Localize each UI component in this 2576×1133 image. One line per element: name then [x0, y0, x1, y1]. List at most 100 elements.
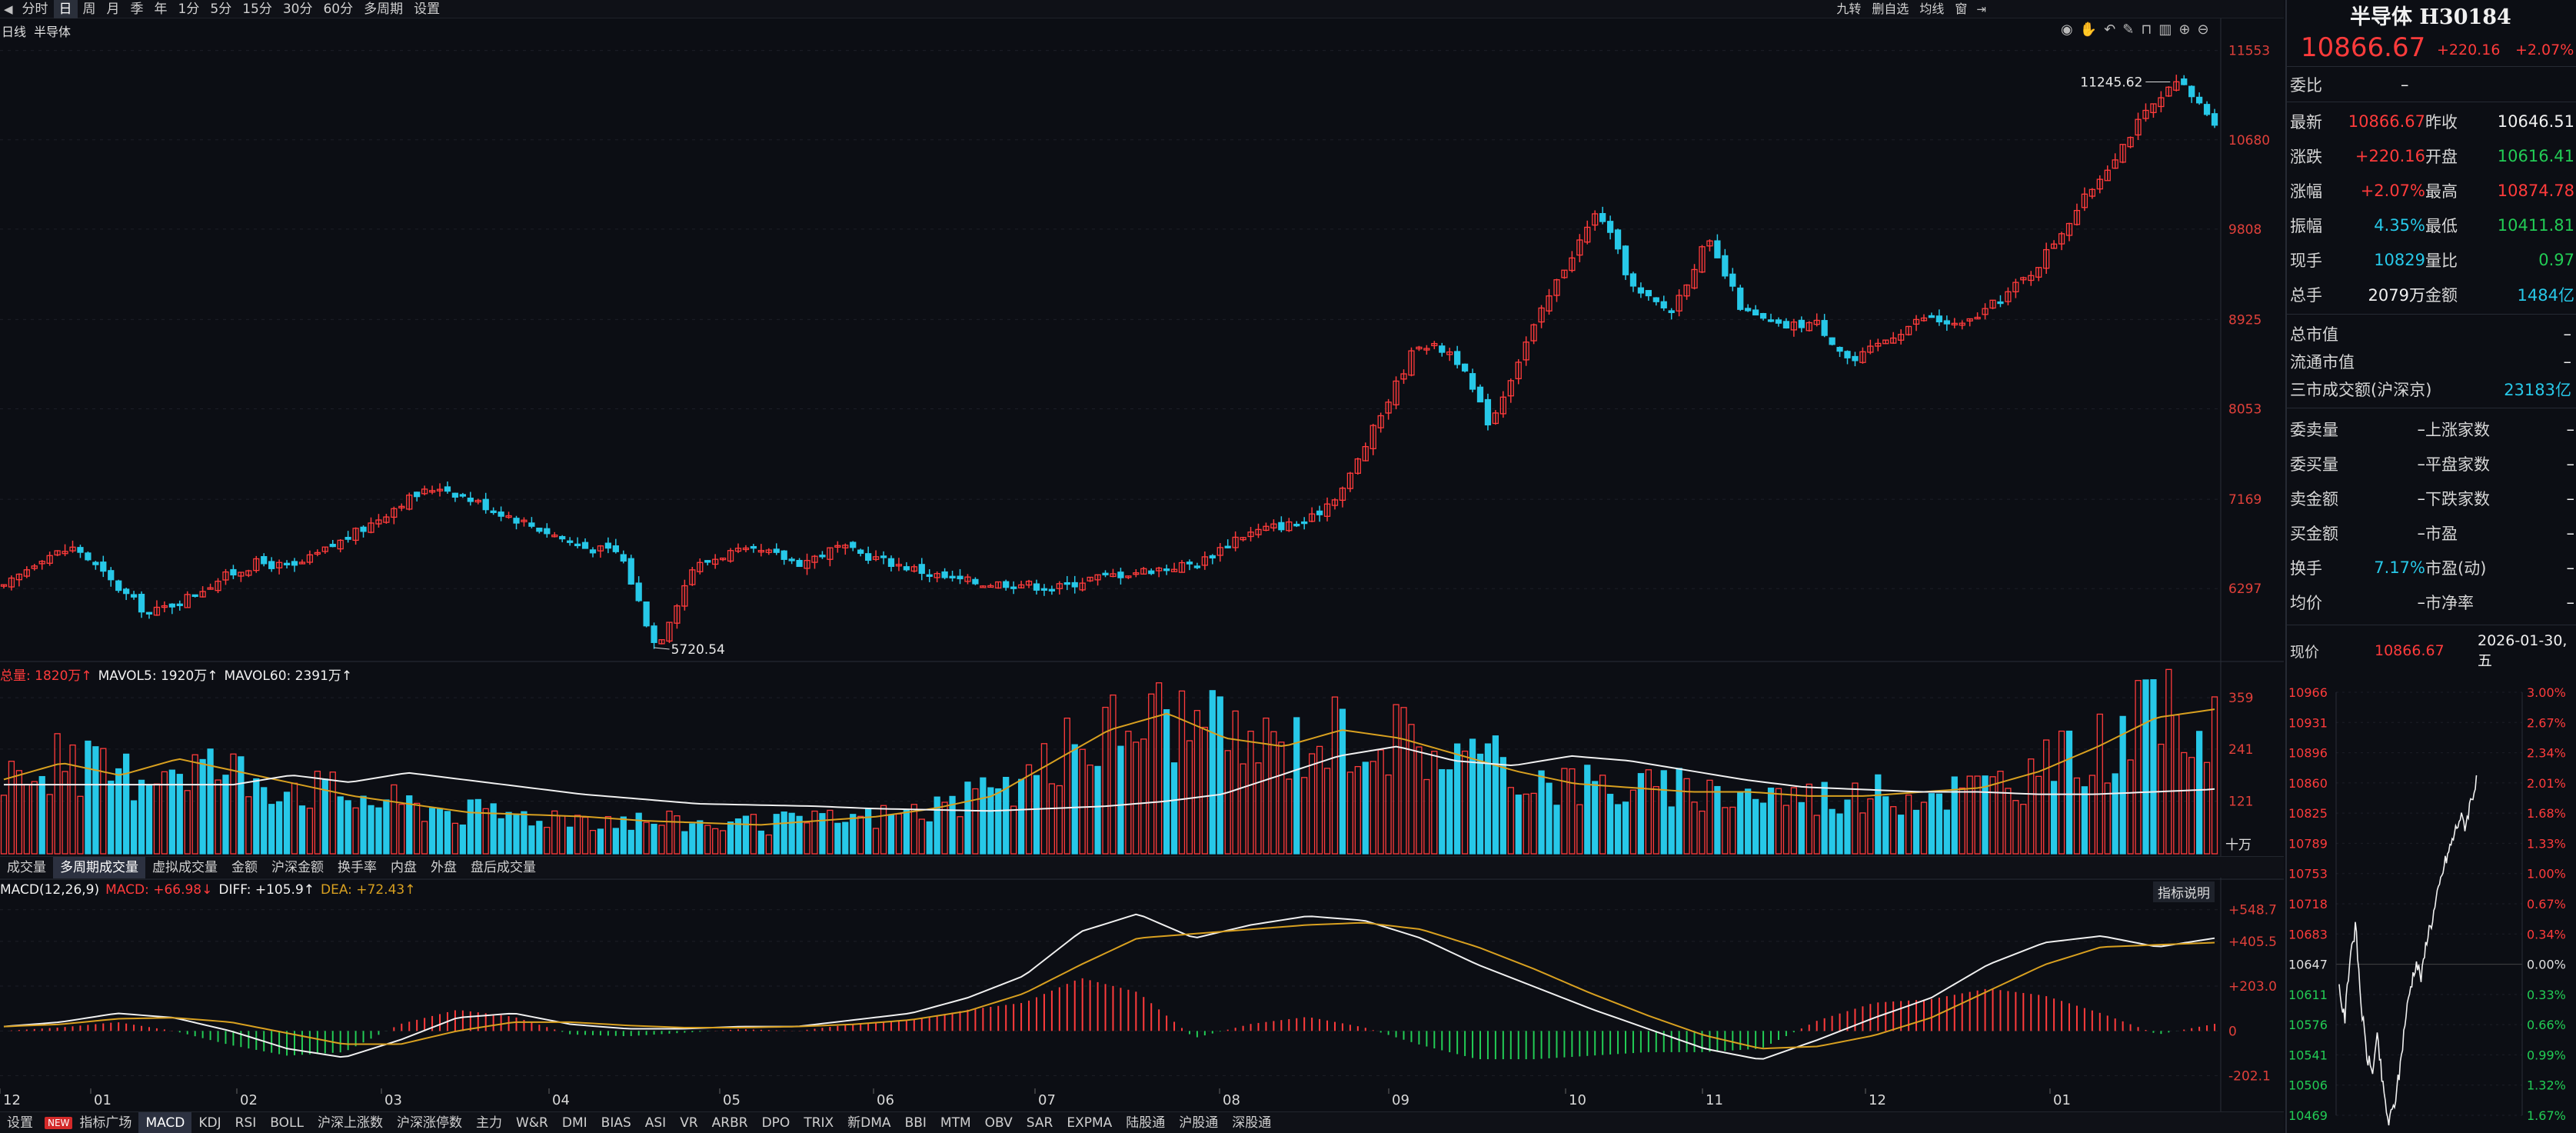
zoom-out-icon[interactable]: ⊖ [2197, 22, 2209, 38]
quote-value: 23183亿 [2504, 381, 2571, 399]
macd-dea-line [3, 921, 2215, 1050]
ind-tab-main-force[interactable]: 主力 [475, 1115, 502, 1131]
quote-value: +220.16 [2355, 147, 2425, 165]
ind-tab-expma[interactable]: EXPMA [1067, 1115, 1113, 1131]
ind-tab-hs-up[interactable]: 沪深上涨数 [317, 1115, 383, 1131]
exit-icon[interactable]: ⇥ [1976, 2, 1986, 16]
ind-tab-mtm[interactable]: MTM [940, 1115, 971, 1131]
tab-quarter[interactable]: 季 [130, 1, 144, 17]
vol-tab-inner[interactable]: 内盘 [391, 859, 417, 875]
ind-tab-asi[interactable]: ASI [644, 1115, 667, 1131]
candle-body [8, 577, 15, 588]
candle-body [1216, 547, 1223, 556]
ind-tab-macd[interactable]: MACD [138, 1111, 192, 1133]
tab-settings[interactable]: 设置 [414, 1, 441, 17]
vol-tab-hs-amount[interactable]: 沪深金额 [271, 859, 324, 875]
ind-tab-trix[interactable]: TRIX [804, 1115, 834, 1131]
ind-tab-obv[interactable]: OBV [984, 1115, 1013, 1131]
intraday-pct-tick: 0.67% [2527, 897, 2566, 911]
tab-month[interactable]: 月 [106, 1, 120, 17]
candle-body [2158, 97, 2165, 108]
tab-fenshi[interactable]: 分时 [22, 1, 48, 17]
ind-tab-dpo[interactable]: DPO [761, 1115, 790, 1131]
ind-tab-sgt[interactable]: 深股通 [1232, 1115, 1272, 1131]
candle-body [1782, 321, 1790, 329]
vol-tab-virtual[interactable]: 虚拟成交量 [152, 859, 218, 875]
ind-tab-dmi[interactable]: DMI [561, 1115, 587, 1131]
tab-15min[interactable]: 15分 [242, 1, 272, 17]
zoom-in-icon[interactable]: ⊕ [2178, 22, 2191, 38]
ind-tab-hs-limitup[interactable]: 沪深涨停数 [396, 1115, 462, 1131]
ind-tab-bias[interactable]: BIAS [601, 1115, 631, 1131]
remove-watchlist-button[interactable]: 删自选 [1872, 2, 1909, 16]
moving-average-button[interactable]: 均线 [1919, 2, 1945, 16]
candle-body [505, 515, 512, 518]
volume-bar [2073, 777, 2081, 855]
tab-1min[interactable]: 1分 [178, 1, 200, 17]
candle-body [1546, 295, 1553, 312]
ind-tab-sar[interactable]: SAR [1026, 1115, 1053, 1131]
candle-body [1209, 555, 1216, 558]
ind-tab-lgt[interactable]: 陆股通 [1126, 1115, 1166, 1131]
ind-tab-vr[interactable]: VR [680, 1115, 698, 1131]
eye-icon[interactable]: ◉ [2061, 22, 2073, 38]
brush-icon[interactable]: ✎ [2122, 22, 2135, 38]
tab-year[interactable]: 年 [154, 1, 168, 17]
nine-turn-button[interactable]: 九转 [1836, 2, 1862, 16]
volume-bar [467, 799, 474, 855]
volume-bar [1898, 815, 1905, 855]
indicator-explain-button[interactable]: 指标说明 [2153, 881, 2215, 902]
new-badge: NEW [45, 1116, 73, 1129]
ind-tab-bbi[interactable]: BBI [904, 1115, 927, 1131]
volume-bar [77, 795, 84, 855]
volume-bar [1247, 731, 1254, 855]
intraday-chart[interactable]: 10966 3.00% 10931 2.67% 10896 2.34% 10860 2.01%… [2287, 669, 2576, 1131]
ind-tab-arbr[interactable]: ARBR [711, 1115, 748, 1131]
candle-body [1040, 588, 1048, 591]
intraday-pct-tick: 3.00% [2527, 685, 2566, 700]
ind-tab-wr[interactable]: W&R [515, 1115, 548, 1131]
ind-tab-settings[interactable]: 设置 [7, 1115, 33, 1131]
trash-icon[interactable]: ▥ [2158, 22, 2172, 38]
volume-bar [1193, 710, 1201, 855]
ind-tab-boll[interactable]: BOLL [270, 1115, 304, 1131]
tab-day[interactable]: 日 [53, 0, 78, 18]
volume-bar [275, 801, 283, 855]
ind-tab-rsi[interactable]: RSI [235, 1115, 257, 1131]
candle-body [176, 603, 183, 606]
main-chart-title: 日线 半导体 [2, 22, 71, 40]
tab-week[interactable]: 周 [82, 1, 96, 17]
tab-30min[interactable]: 30分 [282, 1, 313, 17]
vol-tab-outer[interactable]: 外盘 [431, 859, 457, 875]
window-button[interactable]: 窗 [1955, 2, 1968, 16]
volume-bar [1676, 768, 1682, 855]
ind-tab-plaza[interactable]: 指标广场 [79, 1115, 132, 1131]
volume-bar [995, 788, 1002, 855]
ind-tab-kdj[interactable]: KDJ [198, 1115, 221, 1131]
candlestick-chart[interactable]: 11553 10680 9808 8925 8053 7169 6297 11245.62 57… [0, 0, 2284, 1133]
intraday-pct-tick: 1.32% [2527, 1078, 2566, 1093]
tab-5min[interactable]: 5分 [210, 1, 232, 17]
volume-bar [1966, 775, 1973, 855]
vol-tab-amount[interactable]: 金额 [231, 859, 258, 875]
vol-tab-turnover[interactable]: 换手率 [338, 859, 377, 875]
ind-tab-new-dma[interactable]: 新DMA [847, 1115, 891, 1131]
back-arrow-icon[interactable]: ◀ [4, 2, 13, 16]
ind-tab-hgt[interactable]: 沪股通 [1179, 1115, 1219, 1131]
volume-bar [1790, 787, 1798, 855]
vol-tab-multi-period[interactable]: 多周期成交量 [53, 856, 145, 878]
vol-tab-volume[interactable]: 成交量 [7, 859, 46, 875]
candle-body [238, 571, 245, 577]
lock-icon[interactable]: ⊓ [2141, 22, 2152, 38]
vol-tab-after-hours[interactable]: 盘后成交量 [471, 859, 536, 875]
tab-60min[interactable]: 60分 [323, 1, 354, 17]
volume-bar [1882, 796, 1889, 855]
period-label: 日线 [2, 25, 27, 39]
candle-body [1829, 337, 1835, 345]
undo-icon[interactable]: ↶ [2104, 22, 2116, 38]
hand-icon[interactable]: ✋ [2079, 22, 2098, 38]
candle-body [1905, 325, 1912, 335]
tab-multi-period[interactable]: 多周期 [364, 1, 404, 17]
candle-body [436, 488, 444, 492]
candle-body [765, 549, 772, 553]
